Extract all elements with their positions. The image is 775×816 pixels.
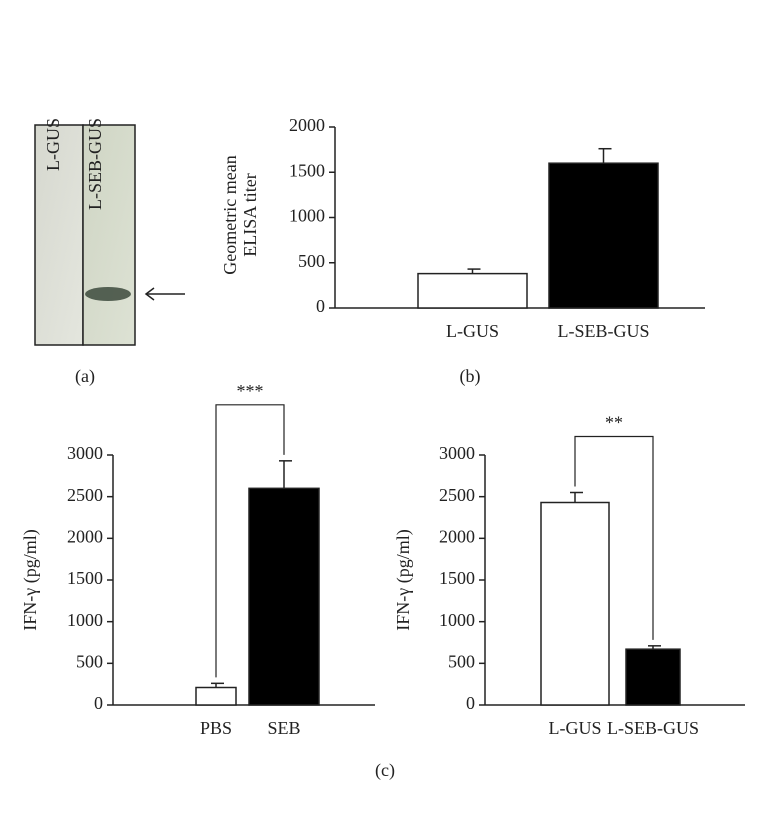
y-tick-label: 1500 bbox=[67, 568, 103, 588]
significance-bracket bbox=[574, 435, 654, 640]
blot-image bbox=[34, 124, 185, 346]
y-tick-label: 500 bbox=[298, 251, 325, 271]
bar bbox=[417, 272, 528, 309]
y-axis-label: IFN-γ (pg/ml) bbox=[20, 529, 41, 630]
x-tick-label: L-GUS bbox=[549, 718, 602, 738]
y-tick-label: 2500 bbox=[67, 485, 103, 505]
bar bbox=[548, 162, 659, 309]
y-tick-label: 500 bbox=[448, 651, 475, 671]
y-tick-label: 1000 bbox=[289, 206, 325, 226]
bar bbox=[625, 648, 681, 706]
significance-bracket bbox=[215, 404, 285, 678]
x-tick-label: L-SEB-GUS bbox=[607, 718, 699, 738]
lane-label: L-GUS bbox=[43, 118, 63, 171]
y-tick-label: 1500 bbox=[289, 160, 325, 180]
y-tick-label: 0 bbox=[316, 296, 325, 316]
bar bbox=[248, 487, 320, 706]
y-tick-label: 2000 bbox=[439, 526, 475, 546]
y-axis-label: Geometric mean bbox=[220, 155, 240, 274]
significance-label: *** bbox=[237, 381, 264, 401]
y-tick-label: 500 bbox=[76, 651, 103, 671]
x-tick-label: SEB bbox=[267, 718, 300, 738]
y-tick-label: 2000 bbox=[289, 115, 325, 135]
y-tick-label: 3000 bbox=[439, 443, 475, 463]
bar bbox=[540, 501, 610, 706]
x-tick-label: L-GUS bbox=[446, 321, 499, 341]
y-tick-label: 1500 bbox=[439, 568, 475, 588]
y-tick-label: 0 bbox=[466, 693, 475, 713]
panel-caption: (c) bbox=[375, 760, 395, 781]
y-axis-label: IFN-γ (pg/ml) bbox=[393, 529, 414, 630]
panel-caption: (a) bbox=[75, 366, 95, 387]
y-tick-label: 0 bbox=[94, 693, 103, 713]
y-tick-label: 1000 bbox=[439, 610, 475, 630]
significance-label: ** bbox=[605, 413, 623, 433]
y-tick-label: 2000 bbox=[67, 526, 103, 546]
y-tick-label: 2500 bbox=[439, 485, 475, 505]
y-axis-label: ELISA titer bbox=[240, 173, 260, 257]
lane-label: L-SEB-GUS bbox=[85, 118, 105, 210]
y-tick-label: 3000 bbox=[67, 443, 103, 463]
panel-caption: (b) bbox=[460, 366, 481, 387]
bar bbox=[195, 686, 237, 706]
y-tick-label: 1000 bbox=[67, 610, 103, 630]
x-tick-label: L-SEB-GUS bbox=[557, 321, 649, 341]
x-tick-label: PBS bbox=[200, 718, 232, 738]
